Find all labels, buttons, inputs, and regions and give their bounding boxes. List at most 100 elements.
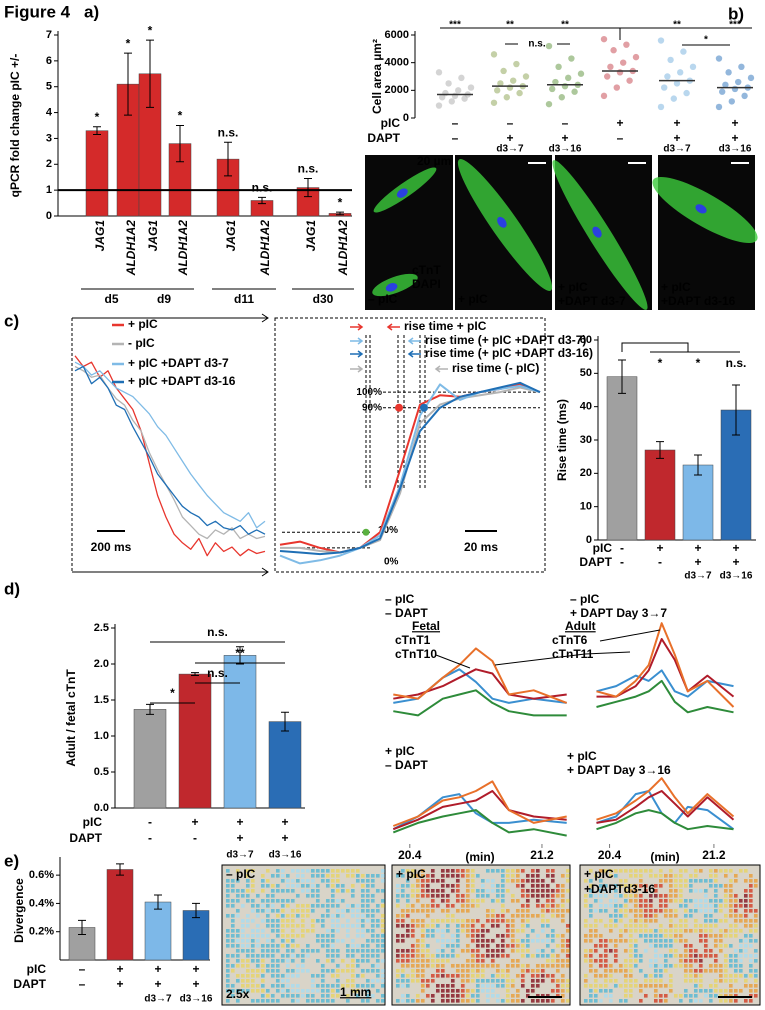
map-pixel [326, 969, 330, 973]
map-pixel [356, 904, 360, 908]
map-pixel [744, 949, 748, 953]
map-pixel [714, 924, 718, 928]
map-pixel [411, 974, 415, 978]
micrograph-label: – pIC [368, 292, 398, 306]
map-pixel [546, 964, 550, 968]
map-pixel [506, 924, 510, 928]
map-pixel [361, 984, 365, 988]
map-pixel [496, 944, 500, 948]
map-pixel [624, 949, 628, 953]
map-pixel [629, 944, 633, 948]
map-pixel [654, 944, 658, 948]
x-tick-label: JAG1 [304, 220, 318, 252]
map-pixel [246, 879, 250, 883]
map-pixel [426, 909, 430, 913]
map-pixel [704, 879, 708, 883]
map-pixel [456, 884, 460, 888]
map-pixel [461, 989, 465, 993]
map-pixel [526, 924, 530, 928]
map-pixel [649, 869, 653, 873]
map-pixel [629, 929, 633, 933]
map-pixel [351, 869, 355, 873]
map-pixel [231, 884, 235, 888]
map-pixel [749, 909, 753, 913]
map-pixel [694, 984, 698, 988]
map-pixel [594, 934, 598, 938]
point [442, 89, 449, 97]
map-pixel [236, 959, 240, 963]
map-pixel [351, 924, 355, 928]
map-pixel [561, 984, 565, 988]
map-pixel [396, 914, 400, 918]
map-pixel [531, 984, 535, 988]
map-pixel [749, 884, 753, 888]
map-pixel [446, 974, 450, 978]
map-pixel [416, 954, 420, 958]
point [610, 47, 617, 54]
map-pixel [664, 939, 668, 943]
point [677, 69, 684, 76]
map-pixel [401, 909, 405, 913]
map-pixel [709, 989, 713, 993]
map-pixel [644, 869, 648, 873]
map-pixel [411, 904, 415, 908]
error-bar [694, 454, 702, 476]
map-pixel [301, 954, 305, 958]
map-pixel [321, 934, 325, 938]
map-pixel [669, 984, 673, 988]
map-pixel [336, 879, 340, 883]
map-pixel [536, 904, 540, 908]
map-pixel [714, 939, 718, 943]
map-pixel [376, 889, 380, 893]
map-pixel [649, 904, 653, 908]
map-pixel [584, 924, 588, 928]
map-pixel [649, 939, 653, 943]
map-pixel [669, 899, 673, 903]
map-pixel [754, 924, 758, 928]
map-pixel [301, 969, 305, 973]
map-pixel [296, 974, 300, 978]
map-pixel [659, 944, 663, 948]
map-pixel [754, 984, 758, 988]
map-pixel [456, 934, 460, 938]
map-pixel [276, 914, 280, 918]
map-pixel [719, 949, 723, 953]
map-pixel [541, 904, 545, 908]
map-pixel [614, 979, 618, 983]
map-pixel [426, 964, 430, 968]
map-pixel [724, 994, 728, 998]
map-pixel [336, 954, 340, 958]
map-pixel [306, 999, 310, 1003]
map-pixel [246, 949, 250, 953]
map-pixel [694, 924, 698, 928]
map-pixel [724, 904, 728, 908]
map-pixel [739, 954, 743, 958]
map-pixel [266, 939, 270, 943]
map-pixel [604, 984, 608, 988]
map-pixel [396, 899, 400, 903]
map-pixel [456, 944, 460, 948]
map-pixel [236, 914, 240, 918]
map-pixel [361, 909, 365, 913]
map-pixel [406, 869, 410, 873]
map-pixel [286, 924, 290, 928]
map-pixel [251, 959, 255, 963]
map-pixel [396, 874, 400, 878]
scale-label: 20 µm [417, 154, 451, 168]
map-pixel [604, 954, 608, 958]
map-pixel [669, 914, 673, 918]
map-pixel [679, 924, 683, 928]
map-pixel [541, 949, 545, 953]
map-pixel [276, 934, 280, 938]
map-pixel [471, 904, 475, 908]
map-pixel [436, 969, 440, 973]
x-tick-label: JAG1 [146, 220, 160, 252]
map-pixel [506, 979, 510, 983]
map-pixel [709, 914, 713, 918]
map-pixel [654, 919, 658, 923]
map-pixel [734, 894, 738, 898]
map-pixel [654, 939, 658, 943]
map-pixel [589, 934, 593, 938]
map-pixel [664, 879, 668, 883]
map-pixel [361, 949, 365, 953]
